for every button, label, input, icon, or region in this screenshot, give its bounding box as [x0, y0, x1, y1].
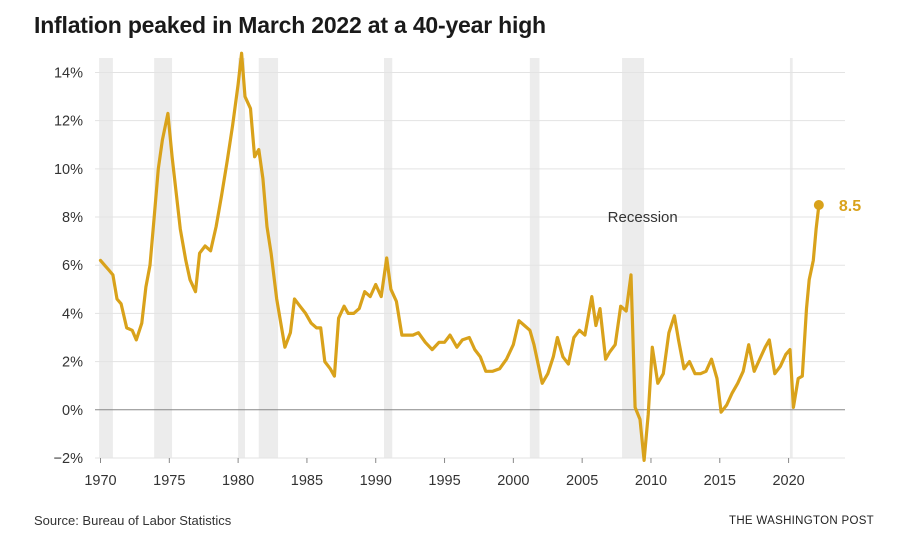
y-tick-label: 6%: [62, 258, 83, 274]
y-tick-label: 4%: [62, 306, 83, 322]
x-tick-label: 2005: [566, 473, 598, 489]
x-tick-label: 1980: [222, 473, 254, 489]
publisher-credit: THE WASHINGTON POST: [729, 515, 874, 527]
x-tick-label: 2020: [772, 473, 804, 489]
source-note: Source: Bureau of Labor Statistics: [34, 513, 232, 528]
recession-band-3: [258, 58, 279, 458]
y-tick-label: 12%: [54, 114, 83, 130]
y-tick-label: −2%: [54, 451, 84, 467]
inflation-line: [98, 51, 821, 462]
y-tick-label: 10%: [54, 162, 83, 178]
chart-title: Inflation peaked in March 2022 at a 40-y…: [34, 12, 546, 38]
series-layer: [98, 51, 824, 462]
recession-band-2: [238, 58, 245, 458]
latest-value-marker: [813, 199, 824, 210]
y-tick-label: 2%: [62, 355, 83, 371]
recession-band-6: [622, 58, 645, 458]
x-tick-label: 2015: [704, 473, 736, 489]
x-tick-label: 1975: [153, 473, 185, 489]
x-tick-label: 1995: [428, 473, 460, 489]
y-tick-label: 8%: [62, 210, 83, 226]
x-tick-label: 2000: [497, 473, 529, 489]
x-tick-label: 1985: [291, 473, 323, 489]
latest-value-label: 8.5: [839, 198, 861, 215]
y-tick-label: 0%: [62, 403, 83, 419]
y-tick-label: 14%: [54, 65, 83, 81]
recession-annotation: Recession: [608, 209, 678, 226]
x-tick-label: 1970: [84, 473, 116, 489]
annotations: 8.5 Recession: [608, 198, 862, 226]
x-axis: 1970 1975 1980 1985 1990 1995 2000 2005 2010 2015…: [84, 458, 805, 489]
x-tick-label: 1990: [360, 473, 392, 489]
grid-lines: [95, 71, 845, 459]
recession-band-7: [789, 58, 793, 458]
recession-band-0: [99, 58, 113, 458]
recession-band-5: [529, 58, 540, 458]
y-axis: −2% 0% 2% 4% 6% 8% 10% 12% 14%: [54, 65, 84, 467]
recession-bands: [99, 58, 793, 458]
x-tick-label: 2010: [635, 473, 667, 489]
